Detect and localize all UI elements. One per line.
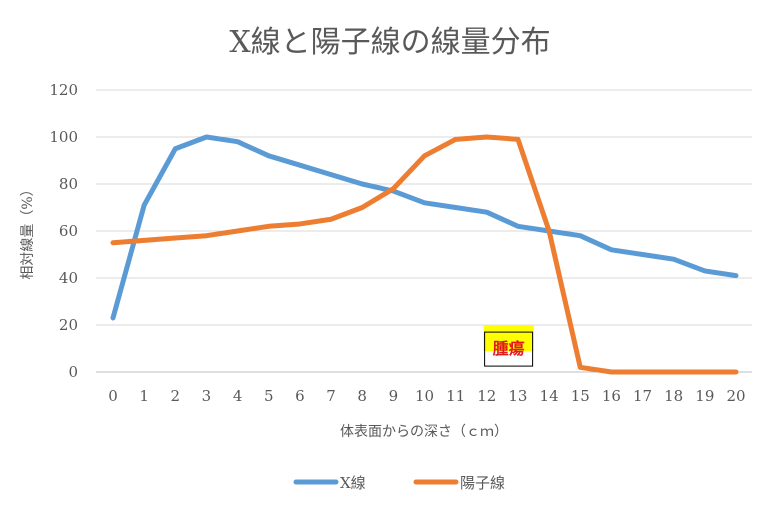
x-tick-label: 18 xyxy=(664,387,683,405)
y-axis-ticks: 0 20 40 60 80 100 120 xyxy=(49,81,78,381)
x-tick-label: 8 xyxy=(357,387,367,405)
x-tick-label: 7 xyxy=(326,387,336,405)
x-tick-label: 5 xyxy=(264,387,274,405)
x-tick-label: 3 xyxy=(202,387,212,405)
x-tick-label: 12 xyxy=(477,387,496,405)
x-tick-label: 14 xyxy=(540,387,559,405)
y-tick-label: 120 xyxy=(49,81,78,99)
x-axis-ticks: 0 1 2 3 4 5 6 7 8 9 10 11 12 13 14 15 16 17 18 19 20 xyxy=(108,387,745,405)
legend-item: 陽子線 xyxy=(413,474,505,492)
legend: X線 陽子線 xyxy=(293,474,505,492)
y-axis-label: 相対線量（%） xyxy=(20,182,36,279)
chart-title: X線と陽子線の線量分布 xyxy=(229,25,550,60)
gridlines xyxy=(96,89,752,373)
y-tick-label: 20 xyxy=(59,316,78,334)
y-tick-label: 60 xyxy=(59,222,78,240)
x-tick-label: 16 xyxy=(602,387,621,405)
legend-label: 陽子線 xyxy=(460,474,505,492)
y-tick-label: 40 xyxy=(59,269,78,287)
x-tick-label: 9 xyxy=(389,387,399,405)
x-tick-label: 15 xyxy=(571,387,590,405)
y-tick-label: 100 xyxy=(49,128,78,146)
series-layer xyxy=(110,134,739,375)
annotation-text: 腫瘍 xyxy=(493,339,525,358)
x-axis-label: 体表面からの深さ（ｃｍ） xyxy=(340,424,508,440)
annotation-frame xyxy=(484,331,534,367)
x-tick-label: 13 xyxy=(508,387,527,405)
y-tick-label: 80 xyxy=(59,175,78,193)
annotation-highlight xyxy=(483,325,534,352)
x-tick-label: 10 xyxy=(415,387,434,405)
x-tick-label: 6 xyxy=(295,387,305,405)
legend-label: X線 xyxy=(340,474,366,492)
x-tick-label: 0 xyxy=(108,387,118,405)
x-tick-label: 4 xyxy=(233,387,243,405)
series-line-0 xyxy=(110,134,739,321)
x-tick-label: 11 xyxy=(446,387,465,405)
x-tick-label: 1 xyxy=(139,387,149,405)
x-tick-label: 19 xyxy=(695,387,714,405)
series-line-1 xyxy=(110,134,739,375)
legend-item: X線 xyxy=(293,474,366,492)
y-tick-label: 0 xyxy=(68,363,78,381)
x-tick-label: 17 xyxy=(633,387,652,405)
tumor-annotation: 腫瘍 xyxy=(483,325,534,367)
x-tick-label: 2 xyxy=(171,387,181,405)
annotation-layer: 腫瘍 xyxy=(483,325,534,367)
x-tick-label: 20 xyxy=(726,387,745,405)
